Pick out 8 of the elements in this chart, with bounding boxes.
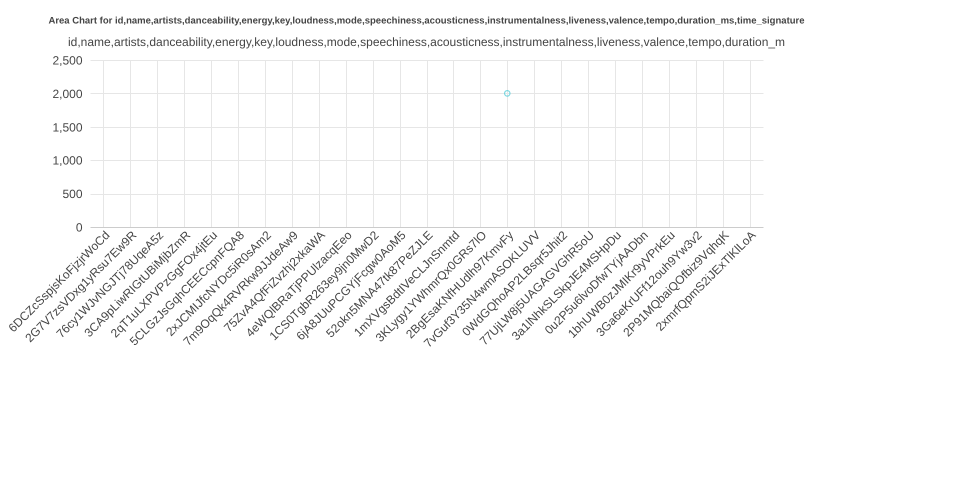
y-tick-label: 2,000 [52, 86, 83, 101]
chart-subtitle: id,name,artists,danceability,energy,key,loudness,mode,speechiness,acousticness,instrumentalness,liveness,valence,tempo,duration_m [68, 35, 786, 49]
chart-title: Area Chart for id,name,artists,danceability,energy,key,loudness,mode,speechiness,acousticness,instrumentalness,liveness,valence,tempo,duration_ms,time_signature [48, 16, 805, 26]
y-tick-label: 1,500 [52, 120, 83, 134]
y-tick-label: 0 [76, 220, 83, 234]
y-tick-label: 500 [62, 187, 83, 202]
y-tick-label: 1,000 [52, 154, 83, 168]
y-tick-label: 2,500 [52, 54, 83, 68]
